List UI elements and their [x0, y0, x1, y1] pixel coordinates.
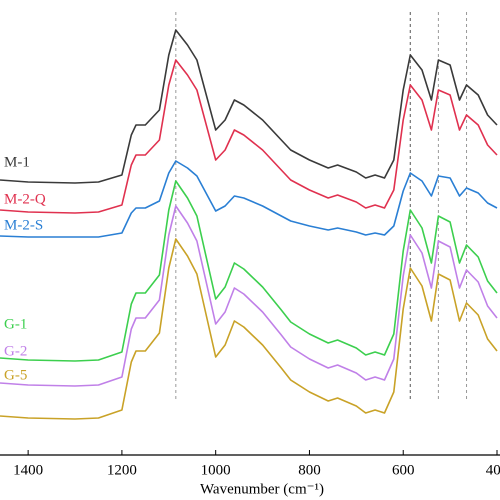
series-label: G-1 — [4, 316, 27, 332]
series-label: M-2-Q — [4, 191, 46, 207]
series-label: G-5 — [4, 367, 27, 383]
spectrum-line — [0, 59, 498, 214]
x-tick-label: 800 — [298, 462, 321, 478]
series-label: M-2-S — [4, 217, 43, 233]
spectrum-line — [0, 160, 498, 238]
series-label: G-2 — [4, 343, 27, 359]
x-tick-label: 1000 — [201, 462, 231, 478]
x-tick-label: 400 — [486, 462, 500, 478]
spectrum-line — [0, 180, 498, 362]
x-tick-label: 600 — [392, 462, 415, 478]
spectrum-line — [0, 238, 498, 420]
x-tick-label: 1400 — [13, 462, 43, 478]
x-axis-label: Wavenumber (cm⁻¹) — [200, 481, 324, 497]
series-label: M-1 — [4, 154, 30, 170]
spectrum-line — [0, 29, 498, 184]
x-tick-label: 1200 — [107, 462, 137, 478]
spectrum-line — [0, 205, 498, 387]
